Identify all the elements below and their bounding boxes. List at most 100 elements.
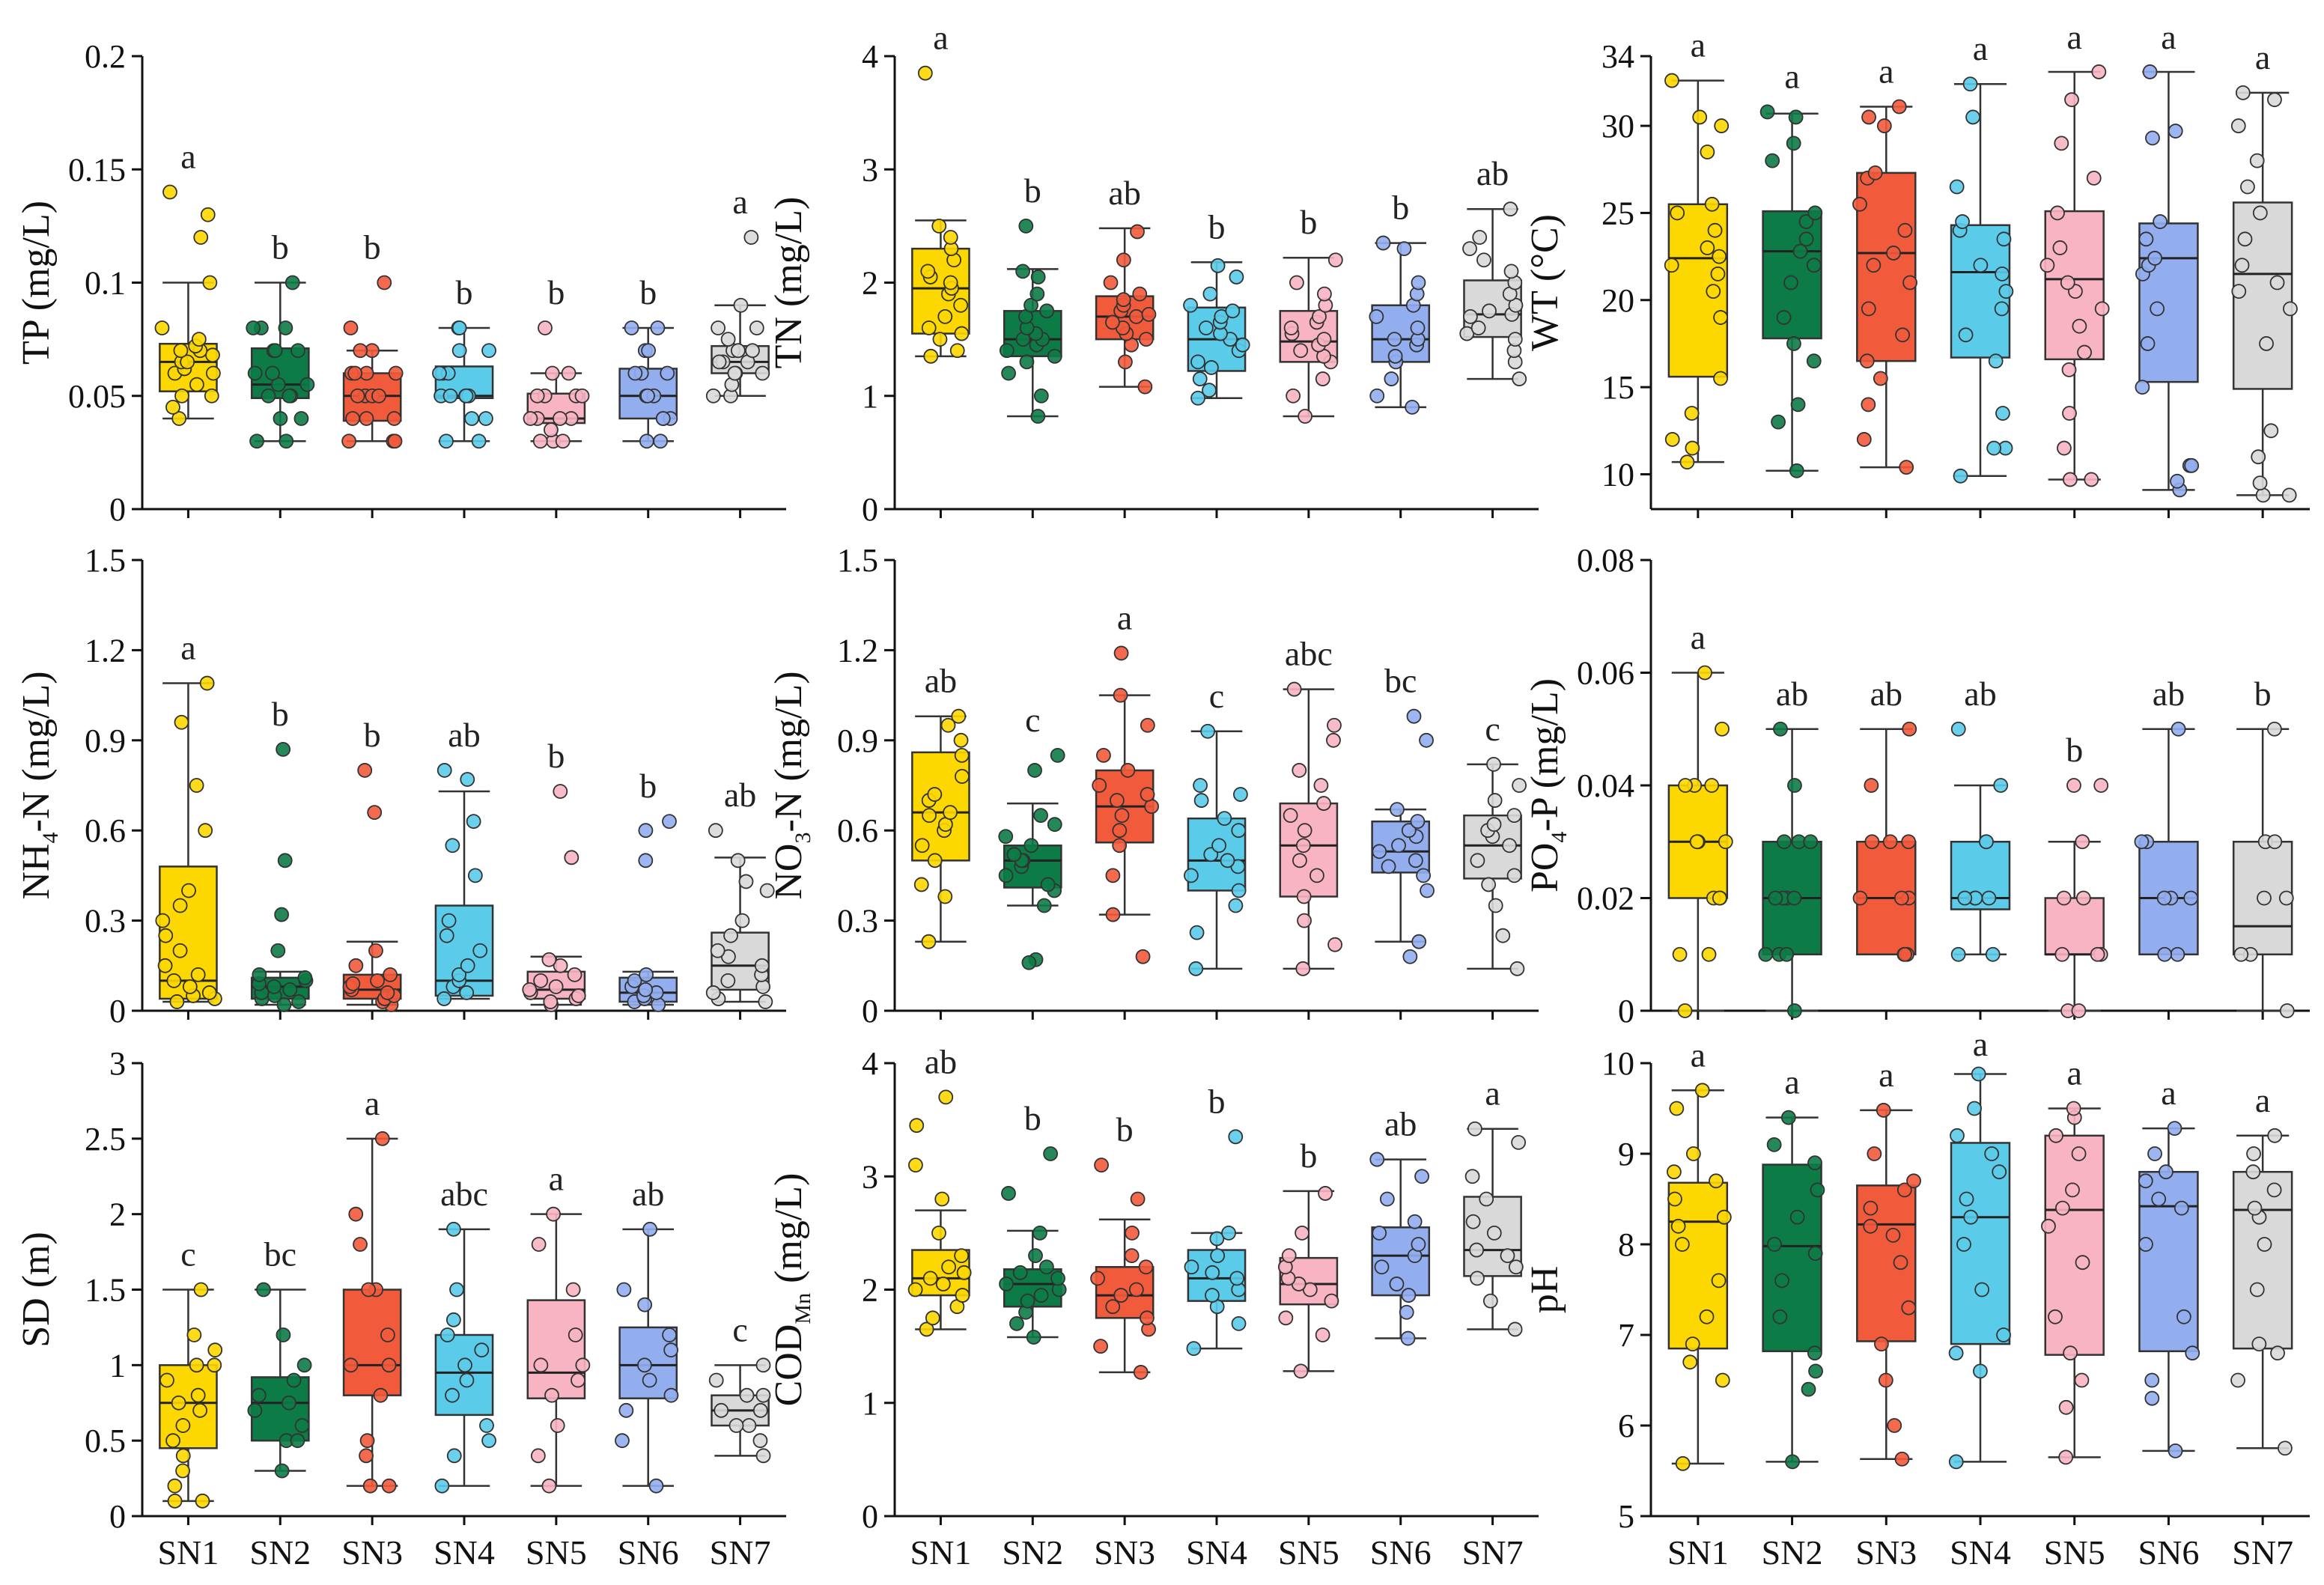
significance-letter: c: [732, 1310, 747, 1348]
data-point: [1402, 949, 1418, 964]
data-point: [296, 1357, 312, 1373]
data-point: [546, 1206, 561, 1222]
data-point: [907, 1282, 923, 1297]
data-point: [627, 365, 643, 381]
data-point: [386, 411, 402, 426]
data-point: [754, 958, 770, 973]
data-point: [1667, 1191, 1682, 1207]
data-point: [1699, 1309, 1715, 1324]
y-tick-label: 0: [1618, 993, 1634, 1029]
data-point: [155, 913, 171, 928]
box-SN6: b: [618, 767, 678, 1012]
data-point: [1228, 898, 1244, 913]
data-point: [445, 1387, 460, 1403]
significance-letter: b: [1024, 1099, 1041, 1137]
data-point: [1327, 937, 1342, 952]
data-point: [1876, 118, 1892, 133]
data-point: [1012, 1265, 1028, 1280]
data-point: [1704, 778, 1720, 793]
data-point: [925, 1310, 940, 1326]
data-point: [1210, 1248, 1226, 1264]
data-point: [451, 343, 467, 359]
data-point: [1704, 196, 1720, 212]
data-point: [913, 877, 929, 892]
data-point: [1470, 1271, 1485, 1286]
y-axis-label-subscript: 4: [38, 833, 63, 844]
data-point: [575, 1357, 591, 1373]
data-point: [341, 433, 356, 449]
data-point: [282, 388, 297, 404]
data-point: [2071, 1146, 2087, 1161]
significance-letter: b: [272, 228, 289, 267]
box-SN3: a: [342, 1084, 402, 1494]
data-point: [478, 411, 493, 426]
data-point: [1297, 913, 1312, 928]
data-point: [1001, 1186, 1016, 1201]
data-point: [1047, 817, 1062, 833]
y-tick-label: 0.08: [1577, 542, 1634, 579]
data-point: [2156, 890, 2172, 906]
data-point: [2235, 85, 2251, 100]
data-point: [1298, 409, 1313, 424]
data-point: [1712, 249, 1727, 264]
data-point: [1396, 241, 1412, 257]
data-point: [941, 1259, 957, 1275]
data-point: [2185, 1345, 2200, 1361]
data-point: [920, 264, 936, 279]
data-point: [205, 347, 220, 363]
significance-letter: b: [2066, 731, 2083, 769]
data-point: [2072, 318, 2087, 334]
data-point: [2086, 170, 2102, 186]
box-SN7: a: [1463, 1074, 1527, 1337]
data-point: [1896, 1182, 1912, 1198]
data-point: [1112, 823, 1128, 839]
data-point: [1856, 432, 1872, 447]
data-point: [1772, 1309, 1788, 1324]
data-point: [2240, 179, 2255, 195]
data-point: [1963, 1209, 1979, 1225]
data-point: [908, 1157, 923, 1173]
data-point: [955, 1288, 970, 1303]
data-point: [1664, 432, 1680, 447]
significance-letter: a: [2161, 1074, 2176, 1112]
y-axis-label-main: NH: [15, 844, 58, 900]
significance-letter: ab: [1964, 675, 1996, 713]
data-point: [1486, 1225, 1502, 1241]
data-point: [350, 388, 365, 404]
data-point: [1210, 258, 1226, 273]
data-point: [1798, 214, 1814, 229]
y-tick-label: 0: [109, 1498, 126, 1535]
data-point: [457, 1357, 472, 1373]
y-tick-label: 1.5: [85, 1272, 126, 1309]
data-point: [381, 1478, 397, 1494]
box-SN2: bc: [247, 1235, 312, 1479]
data-point: [1281, 1248, 1297, 1264]
data-point: [1293, 343, 1309, 359]
data-point: [927, 787, 943, 802]
data-point: [642, 1372, 657, 1388]
data-point: [998, 868, 1014, 883]
data-point: [1706, 284, 1721, 299]
data-point: [1948, 1454, 1964, 1470]
data-point: [2230, 118, 2246, 133]
data-point: [1685, 1336, 1700, 1351]
data-point: [460, 958, 475, 973]
data-point: [270, 377, 286, 392]
data-point: [2267, 92, 2282, 108]
data-point: [641, 343, 656, 359]
category-label: SN3: [1094, 1533, 1155, 1572]
data-point: [1401, 1288, 1417, 1303]
box-SN4: c: [1184, 677, 1248, 976]
data-point: [1861, 397, 1876, 413]
significance-letter: a: [732, 183, 747, 221]
data-point: [1047, 348, 1062, 364]
y-axis-label: TP (mg/L): [15, 201, 58, 365]
box-SN5: a: [2041, 1054, 2105, 1465]
data-point: [367, 805, 383, 821]
data-point: [752, 1402, 768, 1418]
data-point: [459, 1372, 475, 1388]
data-point: [741, 1418, 757, 1433]
data-point: [472, 943, 488, 958]
data-point: [286, 1372, 302, 1388]
